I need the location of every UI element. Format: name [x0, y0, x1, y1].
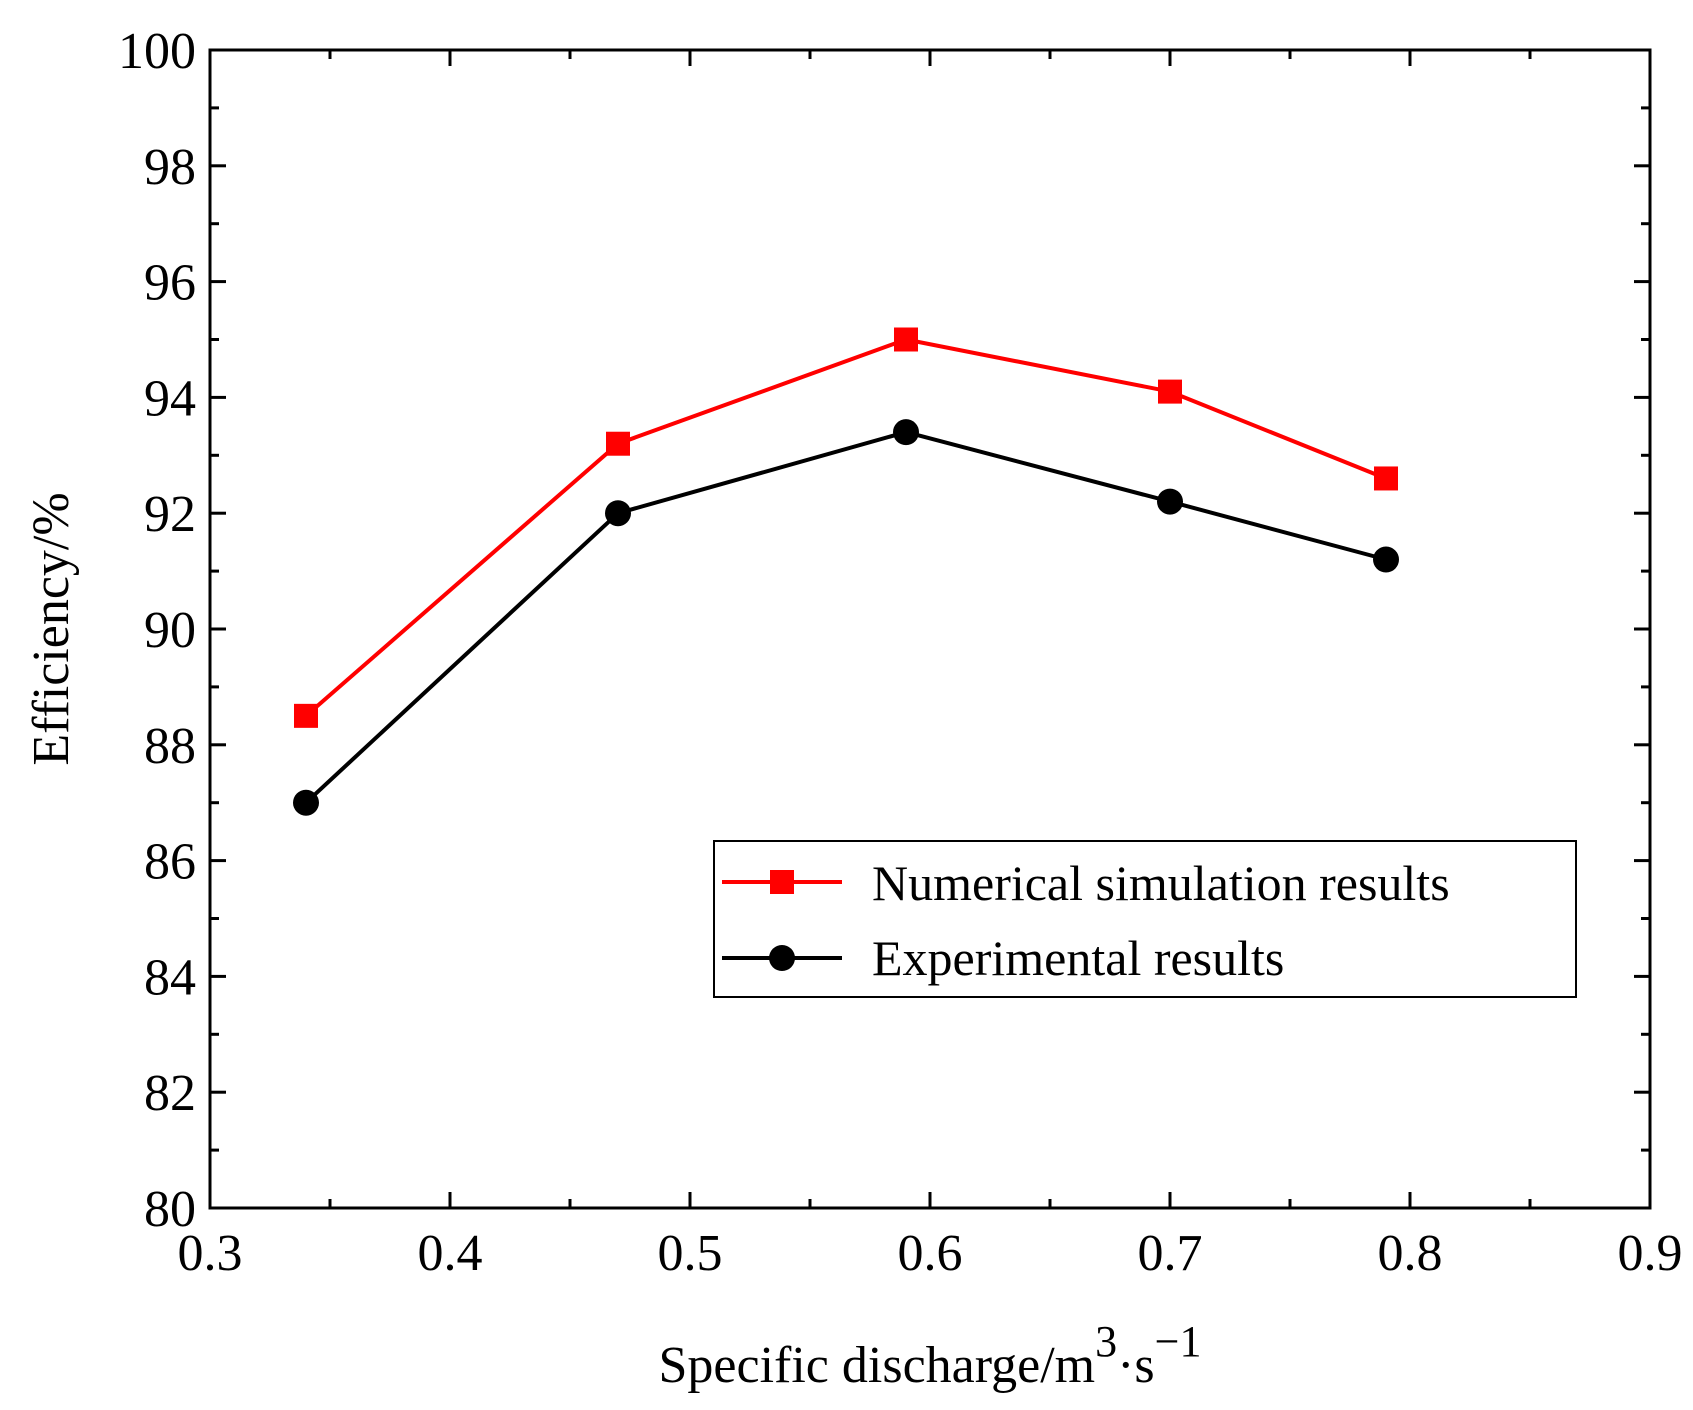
- series-line-experimental: [304, 430, 1387, 805]
- y-tick-label: 94: [144, 370, 196, 427]
- y-tick-label: 90: [144, 602, 196, 659]
- y-tick-labels: 80 82 84 86 88 90 92 94 96 98 100: [118, 23, 196, 1238]
- data-point-experimental: [1157, 488, 1183, 515]
- legend: Numerical simulation results Experimenta…: [713, 840, 1577, 998]
- y-tick-label: 98: [144, 139, 196, 196]
- data-point-numerical: [606, 431, 630, 456]
- legend-marker-experimental: [769, 945, 795, 971]
- x-tick-label: 0.9: [1618, 1225, 1683, 1282]
- legend-label-experimental: Experimental results: [872, 930, 1284, 986]
- data-point-numerical: [894, 327, 918, 352]
- x-tick-label: 0.8: [1378, 1225, 1443, 1282]
- x-tick-label: 0.6: [898, 1225, 963, 1282]
- legend-box: [713, 840, 1577, 998]
- data-point-experimental: [1373, 546, 1399, 573]
- legend-marker-numerical: [770, 870, 794, 894]
- plot-frame: [208, 48, 1652, 1210]
- x-tick-label: 0.7: [1138, 1225, 1203, 1282]
- x-tick-labels: 0.3 0.4 0.5 0.6 0.7 0.8 0.9: [178, 1225, 1683, 1282]
- axis-ticks: [208, 48, 1652, 1210]
- x-tick-label: 0.4: [418, 1225, 483, 1282]
- y-axis-title: Efficiency/%: [23, 492, 80, 765]
- y-tick-label: 84: [144, 949, 196, 1006]
- y-tick-label: 96: [144, 255, 196, 312]
- x-tick-label: 0.3: [178, 1225, 243, 1282]
- data-point-experimental: [605, 500, 631, 527]
- series-line-numerical: [304, 337, 1387, 718]
- y-tick-label: 82: [144, 1065, 196, 1122]
- data-point-numerical: [1158, 379, 1182, 404]
- data-point-experimental: [893, 419, 919, 446]
- y-tick-label: 80: [144, 1181, 196, 1238]
- x-tick-label: 0.5: [658, 1225, 723, 1282]
- data-point-experimental: [293, 789, 319, 816]
- y-tick-label: 88: [144, 718, 196, 775]
- data-point-numerical: [1374, 466, 1398, 491]
- series-layer: [293, 327, 1399, 816]
- legend-label-numerical: Numerical simulation results: [872, 855, 1450, 911]
- y-tick-label: 86: [144, 834, 196, 891]
- y-tick-label: 92: [144, 486, 196, 543]
- data-point-numerical: [294, 703, 318, 728]
- y-tick-label: 100: [118, 23, 196, 80]
- x-axis-title: Specific discharge/m3·s−1: [659, 1317, 1202, 1394]
